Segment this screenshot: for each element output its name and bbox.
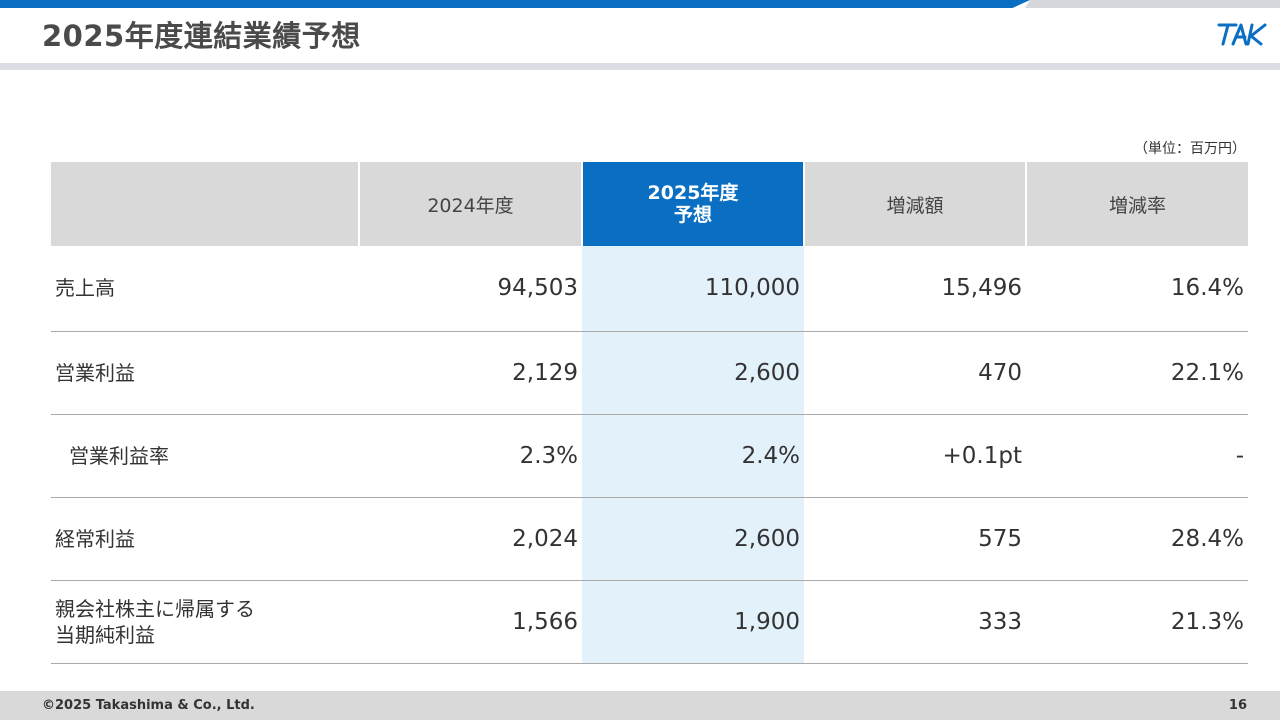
cell-fy2024: 94,503	[359, 246, 582, 332]
table-row: 経常利益 2,024 2,600 575 28.4%	[51, 497, 1248, 581]
header-fy2025-line2: 予想	[673, 204, 712, 226]
row-label: 経常利益	[51, 497, 359, 581]
cell-fy2025: 1,900	[582, 580, 804, 664]
table-row: 営業利益率 2.3% 2.4% +0.1pt -	[51, 414, 1248, 498]
cell-rate: -	[1026, 414, 1248, 498]
unit-note: （単位：百万円）	[1134, 141, 1246, 157]
header-change-rate: 増減率	[1025, 162, 1248, 246]
top-gray-band	[1025, 0, 1280, 8]
cell-diff: 333	[804, 580, 1026, 664]
cell-fy2025: 2,600	[582, 331, 804, 415]
cell-diff: 15,496	[804, 246, 1026, 332]
cell-fy2024: 2,129	[359, 331, 582, 415]
header-fy2025-forecast: 2025年度 予想	[581, 162, 804, 246]
top-accent-band	[0, 0, 1030, 8]
cell-fy2024: 2.3%	[359, 414, 582, 498]
page-number: 16	[1228, 698, 1247, 713]
cell-fy2025: 110,000	[582, 246, 804, 332]
header-fy2024: 2024年度	[358, 162, 582, 246]
cell-diff: 575	[804, 497, 1026, 581]
row-label-line1: 親会社株主に帰属する	[55, 596, 255, 621]
title-underline	[0, 63, 1280, 70]
row-label: 売上高	[51, 246, 359, 332]
table-row: 親会社株主に帰属する 当期純利益 1,566 1,900 333 21.3%	[51, 580, 1248, 664]
cell-diff: 470	[804, 331, 1026, 415]
cell-fy2025: 2.4%	[582, 414, 804, 498]
table-header-row: 2024年度 2025年度 予想 増減額 増減率	[51, 162, 1248, 246]
row-label: 営業利益	[51, 331, 359, 415]
header-fy2025-line1: 2025年度	[647, 182, 739, 204]
header-empty	[51, 162, 359, 246]
cell-diff: +0.1pt	[804, 414, 1026, 498]
copyright-text: ©2025 Takashima & Co., Ltd.	[42, 698, 255, 713]
row-label-line2: 当期純利益	[55, 622, 155, 647]
cell-rate: 16.4%	[1026, 246, 1248, 332]
table-row: 営業利益 2,129 2,600 470 22.1%	[51, 331, 1248, 415]
cell-fy2024: 1,566	[359, 580, 582, 664]
row-label: 営業利益率	[51, 414, 359, 498]
cell-rate: 21.3%	[1026, 580, 1248, 664]
cell-rate: 28.4%	[1026, 497, 1248, 581]
cell-rate: 22.1%	[1026, 331, 1248, 415]
tak-logo-icon	[1217, 23, 1267, 46]
page-title: 2025年度連結業績予想	[42, 19, 361, 53]
cell-fy2024: 2,024	[359, 497, 582, 581]
footer-bar: ©2025 Takashima & Co., Ltd. 16	[0, 691, 1280, 720]
row-label: 親会社株主に帰属する 当期純利益	[51, 580, 359, 664]
forecast-table: 2024年度 2025年度 予想 増減額 増減率 売上高 94,503 110,…	[51, 162, 1248, 664]
table-row: 売上高 94,503 110,000 15,496 16.4%	[51, 246, 1248, 332]
cell-fy2025: 2,600	[582, 497, 804, 581]
header-change-amount: 増減額	[803, 162, 1026, 246]
